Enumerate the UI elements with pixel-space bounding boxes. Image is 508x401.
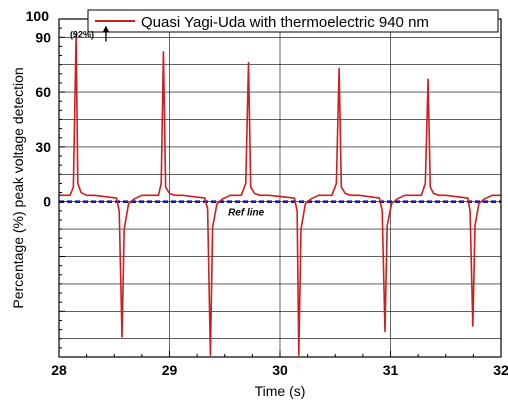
legend-entry-label: Quasi Yagi-Uda with thermoelectric 940 n… (141, 14, 429, 31)
legend-box (87, 9, 499, 33)
y-tick-label: 60 (35, 84, 51, 100)
x-tick-label: 32 (493, 362, 508, 378)
x-tick-label: 28 (51, 362, 67, 378)
y-tick-label: 0 (43, 194, 51, 210)
x-axis-label: Time (s) (255, 383, 306, 399)
grid (59, 19, 501, 357)
annotations: (92%) Ref line (70, 25, 265, 219)
x-tick-label: 29 (162, 362, 178, 378)
axis-ticks (58, 18, 502, 357)
peak-annotation-label: (92%) (70, 30, 94, 40)
x-tick-label: 31 (383, 362, 399, 378)
series-group (59, 32, 501, 356)
y-axis-label: Percentage (%) peak voltage detection (10, 67, 26, 308)
x-tick-label: 30 (272, 362, 288, 378)
arrow-head-icon (102, 25, 109, 32)
ref-line-label: Ref line (228, 208, 265, 219)
legend: Quasi Yagi-Uda with thermoelectric 940 n… (87, 9, 499, 33)
series-line (59, 32, 501, 356)
y-tick-label: 30 (35, 139, 51, 155)
y-tick-label: 100 (26, 8, 50, 24)
y-tick-label: 90 (35, 29, 51, 45)
tick-labels: 28 29 30 31 32 100 90 60 30 0 (26, 8, 508, 378)
